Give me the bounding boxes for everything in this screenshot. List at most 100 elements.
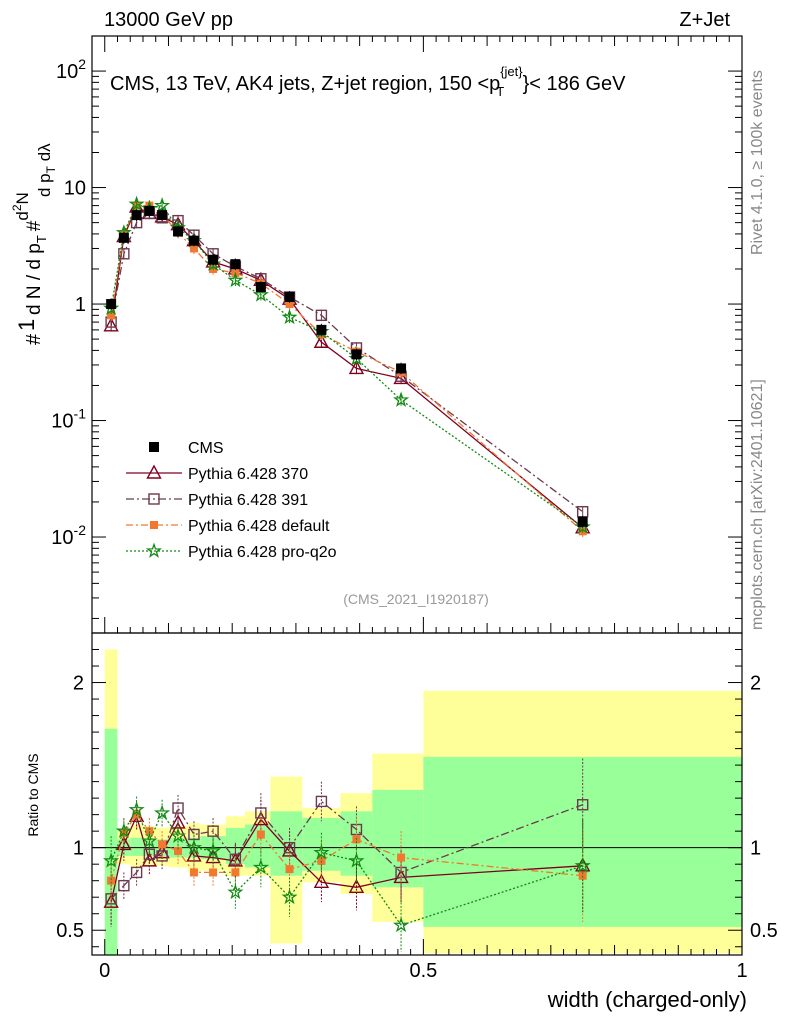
ratio-point bbox=[174, 846, 183, 855]
main-point bbox=[281, 308, 298, 325]
main-point bbox=[227, 271, 244, 288]
main-ylabel-text: #1d N / d pT#d2N bbox=[10, 192, 49, 345]
ratio-point bbox=[141, 832, 158, 848]
ratio-point bbox=[281, 888, 298, 905]
ratio-point bbox=[231, 868, 240, 877]
legend-label: CMS bbox=[188, 440, 224, 457]
ratio-point bbox=[313, 873, 330, 889]
ratio-point bbox=[256, 830, 265, 839]
band-green bbox=[104, 728, 118, 955]
ratio-point bbox=[397, 853, 406, 862]
plot-title-sup: {jet} bbox=[500, 64, 523, 79]
ratio-point bbox=[313, 844, 330, 860]
main-point bbox=[157, 210, 168, 221]
legend-label: Pythia 6.428 pro-q2o bbox=[188, 544, 337, 561]
ratio-bands bbox=[104, 649, 742, 955]
plot-title-main: CMS, 13 TeV, AK4 jets, Z+jet region, 150… bbox=[110, 73, 500, 95]
main-point bbox=[351, 349, 362, 360]
legend-label: Pythia 6.428 default bbox=[188, 518, 330, 535]
main-point bbox=[316, 324, 327, 335]
ratio-point bbox=[315, 795, 328, 808]
main-point bbox=[106, 299, 117, 310]
legend-marker bbox=[145, 542, 163, 558]
ratio-point bbox=[128, 801, 145, 817]
ratio-point bbox=[348, 878, 365, 893]
main-point bbox=[393, 391, 410, 407]
ratio-xtick-label: 0 bbox=[99, 960, 110, 982]
ratio-point bbox=[227, 883, 244, 900]
main-ylabel-denominator: d pT dλ bbox=[35, 143, 58, 197]
ratio-point bbox=[227, 852, 244, 867]
main-point bbox=[315, 309, 328, 322]
ratio-point bbox=[158, 840, 167, 849]
x-axis-label: width (charged-only) bbox=[547, 987, 747, 1012]
legend-label: Pythia 6.428 391 bbox=[188, 492, 308, 509]
main-point bbox=[348, 359, 365, 375]
ratio-panel bbox=[92, 758, 742, 952]
main-point bbox=[393, 369, 409, 385]
ratio-xtick-label: 1 bbox=[736, 960, 747, 982]
legend-marker bbox=[150, 521, 158, 529]
header-process: Z+Jet bbox=[679, 9, 730, 31]
main-line-2 bbox=[110, 212, 584, 513]
main-point bbox=[577, 516, 588, 527]
ratio-point bbox=[285, 865, 294, 874]
ratio-ytick-label-right: 2 bbox=[750, 673, 761, 695]
ratio-ytick-label-left: 2 bbox=[73, 673, 84, 695]
ratio-point bbox=[283, 841, 296, 854]
ratio-ytick-label-right: 0.5 bbox=[750, 920, 778, 942]
main-point bbox=[230, 259, 241, 270]
main-line-4 bbox=[110, 203, 584, 528]
ratio-point bbox=[185, 839, 202, 855]
ratio-point bbox=[205, 842, 222, 858]
ratio-ytick-label-left: 0.5 bbox=[56, 920, 84, 942]
ratio-point bbox=[145, 827, 154, 836]
main-point bbox=[154, 197, 171, 213]
ratio-point bbox=[574, 857, 591, 873]
ratio-point bbox=[156, 850, 168, 862]
ratio-point bbox=[103, 852, 120, 868]
plot-title: CMS, 13 TeV, AK4 jets, Z+jet region, 150… bbox=[110, 64, 626, 99]
ratio-point bbox=[154, 804, 171, 820]
legend: CMS Pythia 6.428 370 Pythia 6.428 391 Pythi… bbox=[126, 440, 337, 561]
ratio-point bbox=[115, 822, 132, 839]
main-point bbox=[173, 226, 184, 237]
analysis-id: (CMS_2021_I1920187) bbox=[343, 591, 489, 607]
plot-title-tail: }< 186 GeV bbox=[523, 73, 627, 95]
main-ytick-label: 10-2 bbox=[51, 522, 86, 549]
main-ytick-label: 10-1 bbox=[51, 406, 86, 433]
main-point bbox=[252, 286, 270, 302]
ratio-point bbox=[172, 802, 184, 814]
ratio-point bbox=[207, 825, 219, 837]
main-point bbox=[107, 311, 116, 320]
mcplots-label: mcplots.cern.ch [arXiv:2401.10621] bbox=[749, 379, 766, 630]
legend-marker bbox=[146, 464, 162, 479]
ratio-point bbox=[169, 827, 187, 844]
ratio-point bbox=[209, 868, 218, 877]
ratio-point bbox=[393, 916, 410, 933]
main-point bbox=[313, 333, 330, 348]
ratio-point bbox=[130, 866, 143, 879]
main-point bbox=[285, 300, 294, 309]
ratio-line-3 bbox=[110, 808, 583, 927]
main-line-1 bbox=[110, 206, 584, 529]
ratio-line-0 bbox=[110, 814, 583, 903]
header-energy: 13000 GeV pp bbox=[104, 9, 233, 31]
ratio-point bbox=[105, 893, 117, 905]
main-point bbox=[144, 205, 155, 216]
main-line-3 bbox=[110, 204, 584, 532]
ratio-point bbox=[189, 868, 198, 877]
ratio-ytick-label-left: 1 bbox=[73, 838, 84, 860]
main-point bbox=[131, 210, 142, 221]
main-point bbox=[103, 317, 119, 332]
ratio-point bbox=[575, 857, 591, 872]
legend-marker bbox=[148, 493, 160, 505]
main-point bbox=[128, 195, 145, 211]
main-point bbox=[255, 282, 266, 293]
legend-item: Pythia 6.428 370 bbox=[126, 464, 308, 483]
main-ytick-label: 1 bbox=[75, 294, 86, 316]
main-point bbox=[118, 232, 129, 243]
ratio-point bbox=[348, 852, 365, 868]
